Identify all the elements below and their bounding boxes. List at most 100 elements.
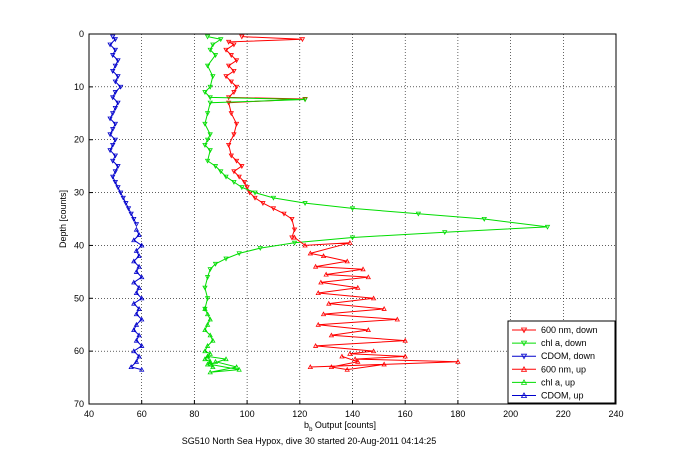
x-axis-label: bb Output [counts]: [304, 420, 376, 433]
series-point-chl-a-up: [236, 366, 242, 372]
series-point-600-nm-down: [225, 39, 232, 45]
series-point-600-nm-down: [231, 90, 237, 95]
series-point-cdom-up: [133, 247, 140, 253]
series-layer: [107, 34, 551, 375]
series-point-chl-a-down: [202, 90, 208, 95]
series-point-cdom-down: [112, 179, 119, 185]
legend-box: [507, 320, 616, 404]
series-point-chl-a-down: [415, 211, 422, 217]
series-point-cdom-down: [120, 195, 126, 201]
legend-marker-600-nm-down: [520, 327, 528, 334]
series-point-600-nm-down: [260, 201, 266, 206]
series-point-chl-a-down: [204, 137, 211, 143]
grid: [89, 34, 616, 404]
series-point-600-nm-down: [223, 74, 229, 80]
series-point-600-nm-down: [241, 179, 248, 185]
series-line-cdom-up: [130, 229, 143, 371]
series-point-600-nm-up: [360, 266, 366, 272]
series-point-cdom-down: [115, 74, 121, 80]
series-point-chl-a-down: [239, 185, 245, 191]
series-point-chl-a-down: [302, 201, 308, 206]
series-point-cdom-down: [110, 174, 116, 180]
series-point-cdom-up: [136, 253, 142, 259]
x-tick-label: 100: [240, 409, 255, 419]
series-point-chl-a-down: [442, 230, 448, 236]
series-point-600-nm-down: [289, 216, 295, 222]
y-tick-label: 60: [74, 346, 84, 356]
y-tick-label: 10: [74, 82, 84, 92]
series-point-chl-a-down: [204, 275, 211, 280]
y-tick-label: 50: [74, 293, 84, 303]
series-point-600-nm-down: [231, 169, 237, 175]
series-point-cdom-down: [112, 169, 119, 175]
series-point-600-nm-up: [455, 358, 461, 364]
series-point-chl-a-up: [233, 364, 240, 370]
series-point-600-nm-up: [312, 343, 319, 348]
legend-marker-chl-a-down: [520, 340, 528, 347]
series-point-cdom-up: [133, 290, 140, 296]
series-point-600-nm-down: [281, 211, 287, 217]
series-point-chl-a-up: [223, 356, 229, 362]
legend-marker-cdom-up: [520, 392, 528, 398]
series-point-600-nm-down: [231, 132, 237, 138]
series-point-600-nm-up: [370, 348, 377, 354]
series-point-600-nm-down: [223, 47, 229, 53]
series-point-600-nm-up: [307, 250, 314, 256]
series-point-600-nm-up: [355, 358, 361, 364]
series-point-chl-a-down: [210, 42, 216, 48]
series-point-cdom-up: [131, 300, 137, 306]
series-point-600-nm-down: [231, 69, 237, 74]
series-point-chl-a-up: [207, 361, 213, 367]
series-point-600-nm-down: [291, 227, 298, 233]
series-point-600-nm-up: [402, 353, 408, 359]
series-point-600-nm-up: [318, 279, 324, 285]
series-point-600-nm-down: [233, 58, 240, 64]
series-point-chl-a-down: [207, 95, 213, 101]
series-point-cdom-down: [110, 111, 116, 117]
series-point-cdom-up: [136, 232, 142, 237]
legend-marker-chl-a-up: [520, 379, 528, 385]
series-point-cdom-down: [112, 106, 119, 111]
series-point-600-nm-down: [225, 142, 232, 148]
legend-label-600-nm-down: 600 nm, down: [541, 325, 598, 335]
series-point-chl-a-down: [204, 63, 211, 69]
series-point-chl-a-down: [207, 132, 213, 138]
series-point-chl-a-up: [204, 353, 211, 359]
series-point-cdom-down: [115, 58, 121, 64]
series-point-chl-a-down: [302, 97, 308, 103]
series-point-600-nm-up: [315, 290, 321, 296]
series-point-600-nm-up: [347, 350, 353, 356]
x-tick-label: 120: [292, 409, 307, 419]
series-point-chl-a-up: [202, 327, 208, 333]
series-point-cdom-up: [139, 366, 145, 372]
series-point-600-nm-up: [291, 234, 298, 240]
series-point-cdom-up: [131, 237, 137, 243]
series-point-600-nm-down: [270, 206, 277, 212]
series-point-chl-a-up: [204, 321, 211, 327]
series-point-chl-a-up: [207, 332, 213, 338]
legend-label-chl-a-down: chl a, down: [541, 338, 587, 348]
series-point-600-nm-down: [231, 42, 237, 48]
series-point-cdom-up: [131, 258, 137, 264]
series-point-600-nm-down: [244, 185, 250, 191]
legend-label-cdom-down: CDOM, down: [541, 351, 595, 361]
series-point-600-nm-down: [228, 111, 234, 117]
series-point-chl-a-down: [218, 169, 224, 175]
series-point-cdom-down: [133, 222, 140, 228]
series-point-chl-a-down: [544, 224, 551, 230]
x-tick-label: 140: [345, 409, 360, 419]
series-point-600-nm-up: [381, 306, 387, 311]
series-point-chl-a-down: [202, 285, 208, 291]
series-point-cdom-down: [107, 42, 113, 48]
series-point-chl-a-down: [207, 267, 213, 273]
series-point-cdom-down: [115, 164, 121, 169]
series-point-chl-a-down: [218, 37, 224, 43]
y-tick-label: 30: [74, 188, 84, 198]
series-point-chl-a-down: [204, 111, 211, 117]
series-point-chl-a-up: [207, 369, 213, 375]
series-point-cdom-down: [115, 100, 121, 106]
series-point-cdom-up: [133, 321, 140, 327]
series-point-cdom-up: [131, 279, 137, 285]
series-point-cdom-down: [110, 95, 116, 101]
